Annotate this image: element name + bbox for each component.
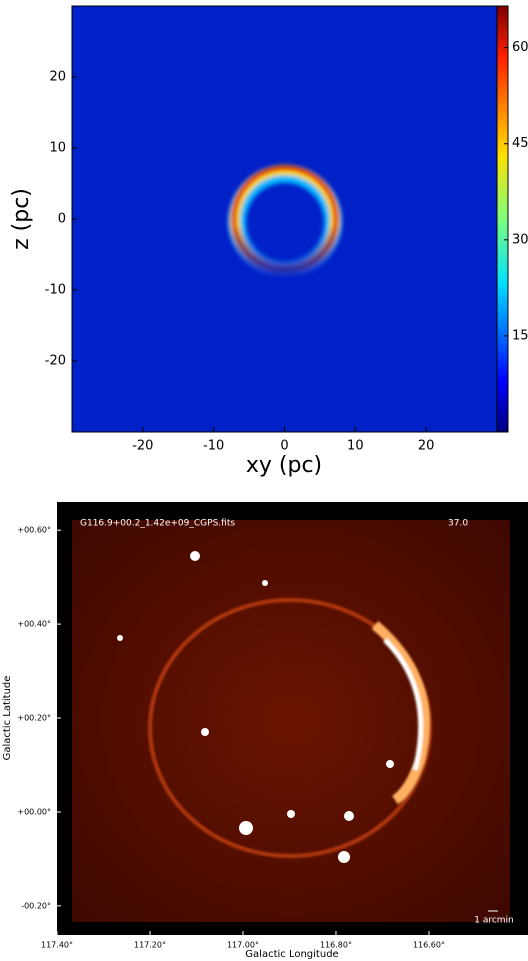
- x-tick-label: 117.00°: [227, 941, 259, 950]
- y-axis-label: Galactic Latitude: [2, 676, 13, 761]
- x-axis-label: Galactic Longitude: [245, 949, 338, 960]
- x-tick-label: -10: [203, 439, 224, 454]
- y-tick-label: +00.00°: [17, 807, 51, 816]
- y-tick-label: 0: [58, 212, 66, 227]
- x-tick-label: 10: [347, 439, 364, 454]
- point-sources: [117, 551, 394, 863]
- colorbar-tick-label: 60: [512, 40, 528, 55]
- y-tick-label: +00.40°: [17, 620, 51, 629]
- crescent: [228, 165, 342, 279]
- y-tick-label: -10: [45, 283, 66, 298]
- scalebar-label: 1 arcmin: [474, 916, 514, 926]
- x-tick-label: 20: [418, 439, 435, 454]
- heatmap-background: [72, 6, 497, 432]
- y-axis-label: z (pc): [9, 188, 34, 250]
- y-tick-label: +00.60°: [17, 526, 51, 535]
- x-axis-label: xy (pc): [246, 453, 322, 478]
- x-tick-label: 117.40°: [41, 941, 73, 950]
- remnant-shell: [148, 598, 432, 858]
- x-tick-label: 0: [280, 439, 288, 454]
- y-tick-label: 20: [49, 70, 66, 85]
- image-title: G116.9+00.2_1.42e+09_CGPS.fits: [80, 519, 235, 529]
- image-background: [72, 520, 510, 922]
- x-tick-label: 116.80°: [320, 941, 352, 950]
- x-tick-label: -20: [132, 439, 153, 454]
- colorbar-tick-label: 45: [512, 136, 528, 151]
- colorbar-tick-label: 30: [512, 232, 528, 247]
- colorbar-tick-label: 15: [512, 328, 528, 343]
- x-tick-label: 117.20°: [134, 941, 166, 950]
- colorbar: [496, 5, 509, 433]
- y-tick-label: -20: [45, 354, 66, 369]
- y-tick-label: +00.20°: [17, 714, 51, 723]
- y-tick-label: 10: [49, 141, 66, 156]
- y-tick-label: -00.20°: [21, 901, 51, 910]
- x-tick-label: 116.60°: [413, 941, 445, 950]
- annotation: 37.0: [448, 519, 468, 529]
